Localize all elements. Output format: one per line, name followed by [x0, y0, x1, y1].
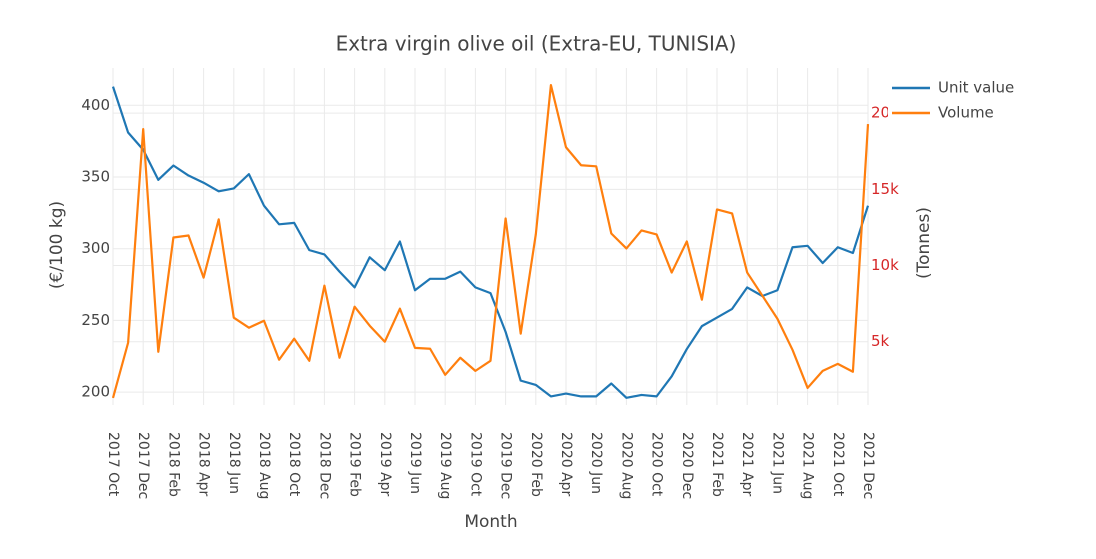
x-tick-label: 2018 Feb: [165, 432, 181, 497]
x-tick-label: 2019 Jun: [407, 432, 423, 494]
x-tick-label: 2020 Jun: [588, 432, 604, 494]
series-line: [111, 83, 870, 399]
x-tick-label: 2020 Aug: [618, 432, 634, 499]
x-tick-label: 2019 Oct: [467, 432, 483, 497]
x-tick-label: 2020 Apr: [558, 432, 574, 497]
legend-label: Volume: [938, 104, 994, 122]
x-tick-label: 2019 Aug: [437, 432, 453, 499]
y-axis-title: (€/100 kg): [47, 201, 67, 289]
legend-label: Unit value: [938, 79, 1014, 97]
x-tick-label: 2021 Apr: [739, 432, 755, 497]
y2-tick-label: 15k: [871, 180, 899, 198]
legend: Unit value Volume: [888, 76, 1028, 128]
x-tick-label: 2021 Feb: [709, 432, 725, 497]
y-tick-label: 250: [81, 311, 110, 329]
series-line: [111, 86, 870, 399]
y-tick-label: 300: [81, 239, 110, 257]
x-tick-label: 2017 Oct: [105, 432, 121, 497]
x-tick-label: 2020 Oct: [649, 432, 665, 497]
x-tick-label: 2018 Apr: [196, 432, 212, 497]
x-tick-label: 2018 Jun: [226, 432, 242, 494]
y-tick-label: 350: [81, 167, 110, 185]
x-tick-label: 2019 Dec: [498, 432, 514, 499]
legend-background: [888, 76, 1028, 128]
x-tick-label: 2018 Dec: [316, 432, 332, 499]
x-tick-label: 2020 Feb: [528, 432, 544, 497]
x-tick-label: 2021 Aug: [800, 432, 816, 499]
panel: [35, 36, 1038, 540]
x-tick-label: 2018 Oct: [286, 432, 302, 497]
y2-tick-label: 10k: [871, 256, 899, 274]
x-tick-label: 2019 Apr: [377, 432, 393, 497]
y2-axis-title: (Tonnes): [914, 207, 934, 279]
x-tick-label: 2017 Dec: [135, 432, 151, 499]
x-tick-label: 2020 Dec: [679, 432, 695, 499]
x-tick-label: 2021 Dec: [860, 432, 876, 499]
chart-title: Extra virgin olive oil (Extra-EU, TUNISI…: [336, 32, 737, 56]
y-tick-label: 400: [81, 96, 110, 114]
y2-tick-label: 5k: [871, 332, 890, 350]
x-tick-label: 2021 Oct: [830, 432, 846, 497]
x-tick-label: 2018 Aug: [256, 432, 272, 499]
y-tick-label: 200: [81, 383, 110, 401]
x-tick-label: 2021 Jun: [769, 432, 785, 494]
x-tick-label: 2019 Feb: [347, 432, 363, 497]
x-axis-title: Month: [464, 512, 517, 532]
